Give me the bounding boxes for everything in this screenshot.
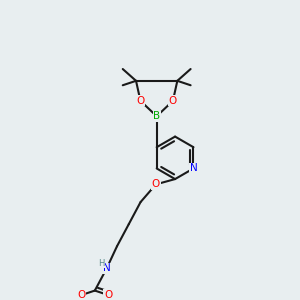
- Text: N: N: [190, 164, 197, 173]
- Text: O: O: [104, 290, 112, 300]
- Text: O: O: [136, 96, 145, 106]
- Text: O: O: [77, 290, 86, 300]
- Text: O: O: [169, 96, 177, 106]
- Text: O: O: [152, 179, 160, 189]
- Text: B: B: [153, 111, 160, 121]
- Text: N: N: [103, 263, 110, 274]
- Text: H: H: [98, 259, 104, 268]
